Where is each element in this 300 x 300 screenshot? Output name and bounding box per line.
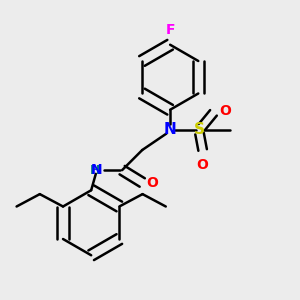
Text: N: N — [164, 122, 176, 137]
Text: H: H — [89, 164, 100, 177]
Text: O: O — [146, 176, 158, 190]
Text: F: F — [165, 23, 175, 37]
Text: O: O — [197, 158, 208, 172]
Text: O: O — [219, 104, 231, 118]
Text: N: N — [90, 163, 102, 177]
Text: S: S — [194, 122, 205, 137]
